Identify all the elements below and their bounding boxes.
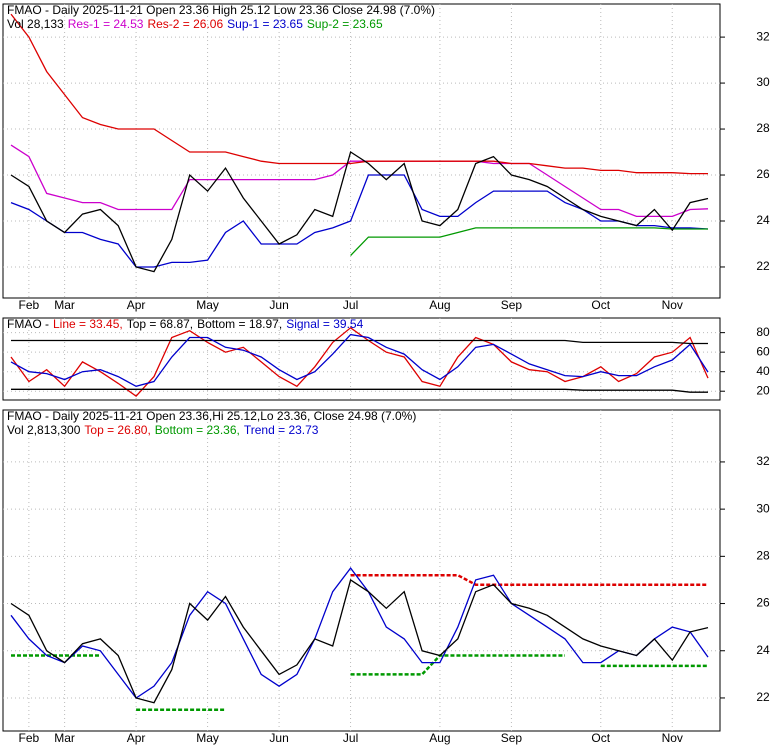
legend-entry: Line = 33.45,	[53, 317, 123, 331]
panel-subtitle: Vol 28,133	[7, 17, 64, 31]
x-tick-label: Aug	[429, 298, 450, 312]
y-tick-label: 32	[756, 454, 770, 468]
price-line	[10, 578, 709, 704]
legend-entry: Sup-1 = 23.65	[227, 17, 303, 31]
series-line	[350, 573, 708, 586]
series-line	[10, 13, 708, 175]
y-tick-label: 26	[756, 167, 770, 181]
panel-subtitle: Vol 2,813,300	[7, 423, 81, 437]
panel-frame	[2, 3, 721, 299]
y-tick-label: 24	[756, 213, 770, 227]
x-tick-label: Jul	[343, 298, 358, 312]
y-tick-label: 28	[756, 121, 770, 135]
series-line	[11, 339, 708, 345]
legend-entry: Top = 68.87,	[127, 317, 193, 331]
legend-entry: Signal = 39.54	[286, 317, 363, 331]
panel-title: FMAO -	[7, 317, 49, 331]
y-tick-label: 24	[756, 643, 770, 657]
x-tick-label: Nov	[662, 298, 683, 312]
x-tick-label: Jun	[269, 731, 288, 745]
legend-entry: Sup-2 = 23.65	[307, 17, 383, 31]
legend-entry: Bottom = 23.36,	[155, 423, 240, 437]
panel-title: FMAO - Daily 2025-11-21 Open 23.36 High …	[7, 3, 435, 17]
y-tick-label: 26	[756, 596, 770, 610]
x-tick-label: Apr	[127, 298, 146, 312]
legend-entry: Bottom = 18.97,	[197, 317, 282, 331]
y-tick-label: 30	[756, 75, 770, 89]
y-tick-label: 32	[756, 29, 770, 43]
price-line	[10, 150, 709, 273]
x-tick-label: Jun	[269, 298, 288, 312]
series-line	[11, 388, 708, 393]
x-tick-label: Feb	[19, 731, 40, 745]
y-tick-label: 60	[756, 344, 770, 358]
series-line	[10, 174, 709, 268]
x-tick-label: Feb	[19, 298, 40, 312]
x-tick-label: Mar	[54, 298, 75, 312]
legend-entry: Res-2 = 26.06	[147, 17, 223, 31]
x-tick-label: Sep	[501, 298, 523, 312]
panel-frame	[2, 409, 721, 732]
y-tick-label: 30	[756, 501, 770, 515]
y-tick-label: 22	[756, 259, 770, 273]
series-line	[10, 567, 709, 699]
x-tick-label: Oct	[591, 731, 610, 745]
x-tick-label: Nov	[662, 731, 683, 745]
x-tick-label: Aug	[429, 731, 450, 745]
legend-entry: Top = 26.80,	[84, 423, 150, 437]
series-line	[11, 654, 708, 712]
y-tick-label: 80	[756, 325, 770, 339]
y-tick-label: 20	[756, 383, 770, 397]
x-tick-label: Apr	[127, 731, 146, 745]
y-tick-label: 40	[756, 364, 770, 378]
x-tick-label: Jul	[343, 731, 358, 745]
series-line	[10, 333, 709, 387]
x-tick-label: Oct	[591, 298, 610, 312]
x-tick-label: May	[196, 731, 219, 745]
series-line	[10, 144, 709, 218]
x-tick-label: Mar	[54, 731, 75, 745]
y-tick-label: 22	[756, 690, 770, 704]
x-tick-label: Sep	[501, 731, 523, 745]
legend-entry: Trend = 23.73	[244, 423, 319, 437]
y-tick-label: 28	[756, 549, 770, 563]
x-tick-label: May	[196, 298, 219, 312]
legend-entry: Res-1 = 24.53	[68, 17, 144, 31]
panel-title: FMAO - Daily 2025-11-21 Open 23.36,Hi 25…	[7, 409, 416, 423]
series-line	[350, 227, 708, 256]
